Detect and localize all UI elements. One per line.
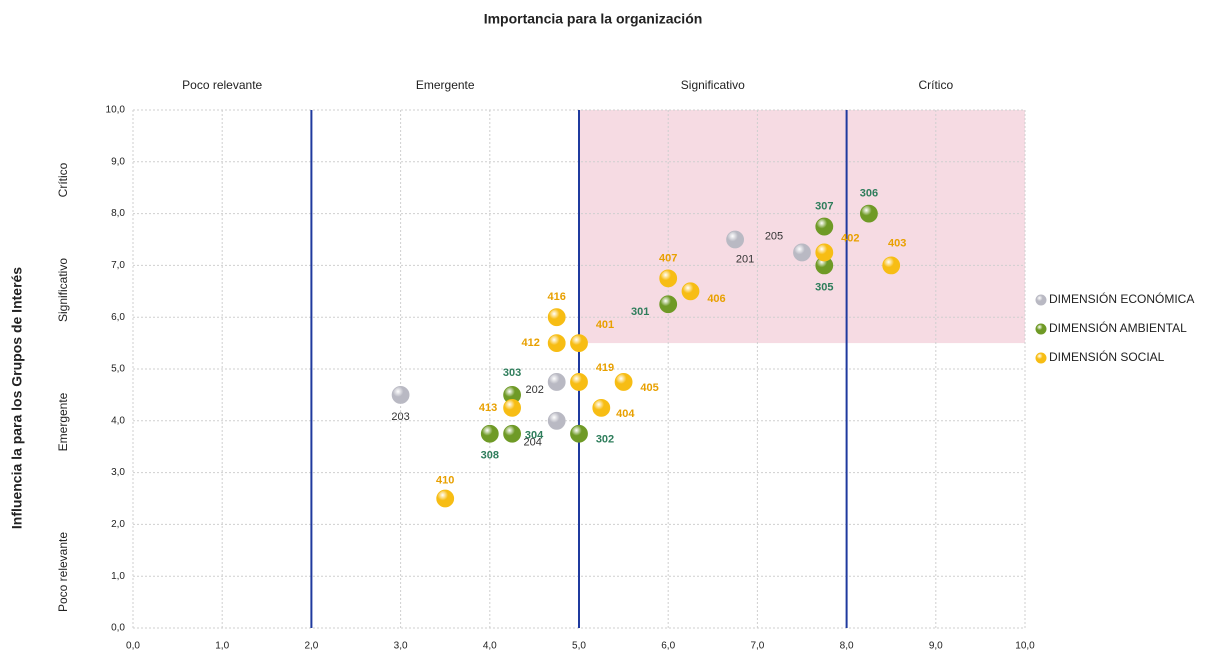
row-zone-label: Significativo (56, 258, 70, 322)
y-tick-label: 6,0 (111, 312, 125, 323)
row-zone-label: Crítico (56, 162, 70, 197)
point-label: 204 (524, 437, 542, 449)
legend-marker (1035, 294, 1047, 306)
legend-marker (1035, 323, 1047, 335)
data-point (592, 398, 611, 417)
legend-label: DIMENSIÓN SOCIAL (1049, 349, 1165, 364)
y-axis-label: Influencia la para los Grupos de Interés (9, 267, 25, 529)
point-label: 412 (522, 337, 540, 349)
point-label: 402 (841, 232, 859, 244)
point-label: 413 (479, 402, 497, 414)
data-point (436, 489, 455, 508)
y-tick-label: 1,0 (111, 571, 125, 582)
data-point (726, 230, 744, 249)
y-tick-label: 5,0 (111, 364, 125, 375)
x-tick-label: 4,0 (483, 641, 497, 652)
data-point (570, 424, 588, 443)
data-point (547, 308, 566, 327)
data-point (614, 373, 633, 391)
data-point (480, 424, 499, 443)
point-label: 405 (640, 382, 658, 394)
point-label: 416 (548, 291, 566, 303)
data-point (391, 385, 410, 404)
data-point (815, 217, 834, 236)
data-point (547, 373, 566, 391)
chart-title: Importancia para la organización (484, 11, 703, 27)
y-tick-label: 10,0 (106, 105, 126, 116)
point-label: 203 (391, 411, 409, 423)
data-point (681, 282, 700, 301)
y-tick-label: 0,0 (111, 623, 125, 634)
legend-label: DIMENSIÓN ECONÓMICA (1049, 291, 1194, 306)
data-point (503, 424, 521, 443)
y-tick-label: 9,0 (111, 156, 125, 167)
point-label: 306 (860, 188, 878, 200)
point-label: 302 (596, 434, 614, 446)
x-tick-label: 3,0 (394, 641, 408, 652)
y-tick-label: 8,0 (111, 208, 125, 219)
row-zone-label: Poco relevante (56, 532, 70, 612)
x-tick-label: 7,0 (750, 641, 764, 652)
x-tick-label: 9,0 (929, 641, 943, 652)
point-label: 308 (481, 450, 499, 462)
data-point (547, 334, 566, 353)
data-point (882, 256, 901, 275)
column-zone-label: Emergente (416, 78, 475, 92)
legend-label: DIMENSIÓN AMBIENTAL (1049, 320, 1187, 335)
x-tick-label: 1,0 (215, 641, 229, 652)
point-label: 406 (707, 293, 725, 305)
point-label: 401 (596, 319, 614, 331)
column-zone-label: Poco relevante (182, 78, 262, 92)
point-label: 307 (815, 200, 833, 212)
x-tick-label: 0,0 (126, 641, 140, 652)
highlight-region (579, 110, 1025, 344)
point-label: 303 (503, 367, 521, 379)
point-label: 404 (616, 408, 635, 420)
data-point (793, 243, 811, 262)
legend-marker (1035, 352, 1047, 364)
point-label: 407 (659, 252, 677, 264)
data-point (570, 334, 588, 353)
x-tick-label: 2,0 (304, 641, 318, 652)
row-zone-label: Emergente (56, 392, 70, 451)
column-zone-label: Significativo (681, 78, 745, 92)
data-point (815, 243, 834, 262)
y-tick-label: 2,0 (111, 519, 125, 530)
column-zone-label: Crítico (918, 78, 953, 92)
point-label: 305 (815, 281, 833, 293)
point-label: 410 (436, 474, 454, 486)
data-point (570, 373, 588, 391)
x-tick-label: 5,0 (572, 641, 586, 652)
data-point (547, 411, 566, 430)
point-label: 201 (736, 253, 754, 265)
point-label: 301 (631, 306, 649, 318)
point-label: 304 (525, 430, 544, 442)
point-label: 419 (596, 362, 614, 374)
point-label: 205 (765, 230, 783, 242)
point-label: 403 (888, 237, 906, 249)
x-tick-label: 6,0 (661, 641, 675, 652)
data-point (503, 398, 521, 417)
x-tick-label: 10,0 (1015, 641, 1035, 652)
data-point (659, 269, 678, 288)
y-tick-label: 3,0 (111, 467, 125, 478)
y-tick-label: 7,0 (111, 260, 125, 271)
y-tick-label: 4,0 (111, 415, 125, 426)
point-label: 202 (526, 384, 544, 396)
x-tick-label: 8,0 (840, 641, 854, 652)
data-point (860, 204, 878, 223)
data-point (659, 295, 678, 314)
